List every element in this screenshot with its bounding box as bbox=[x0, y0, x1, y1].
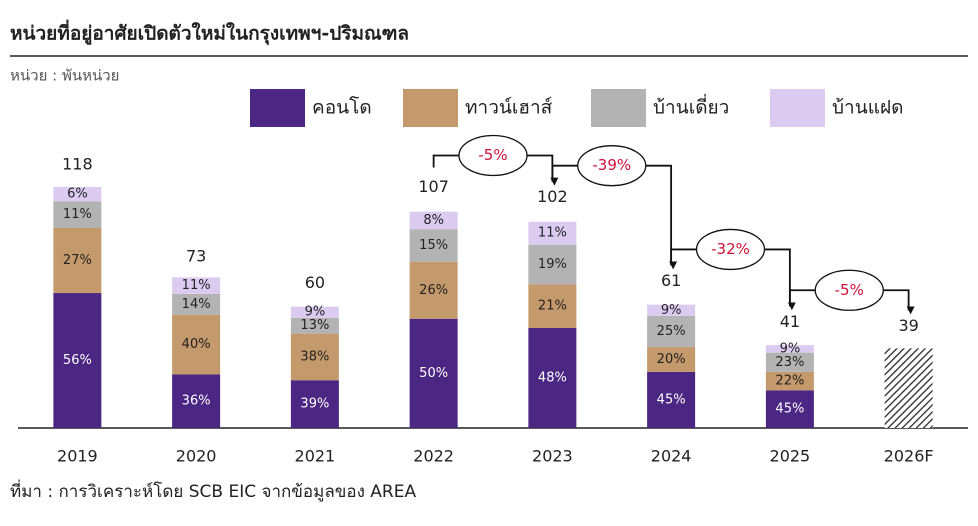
bar-segment bbox=[528, 328, 577, 428]
bar-segment bbox=[290, 333, 339, 381]
segment-label: 9% bbox=[661, 303, 682, 318]
bar-segment bbox=[765, 352, 814, 372]
bar-segment bbox=[765, 390, 814, 428]
segment-label: 25% bbox=[657, 324, 686, 339]
change-label: -32% bbox=[711, 240, 750, 258]
change-label: -5% bbox=[478, 146, 507, 164]
bar-segment bbox=[647, 371, 696, 428]
segment-label: 9% bbox=[780, 341, 801, 356]
legend-swatch bbox=[770, 89, 825, 127]
change-bubble bbox=[577, 145, 647, 187]
segment-label: 11% bbox=[538, 226, 567, 241]
segment-label: 15% bbox=[419, 238, 448, 253]
bar-segment bbox=[765, 371, 814, 391]
x-tick-label: 2026F bbox=[884, 447, 934, 466]
bar-segment bbox=[528, 221, 577, 245]
total-label: 107 bbox=[418, 177, 449, 196]
segment-label: 45% bbox=[775, 402, 804, 417]
segment-label: 9% bbox=[305, 305, 326, 320]
total-label: 118 bbox=[62, 155, 93, 174]
bar-segment bbox=[53, 187, 102, 202]
segment-label: 48% bbox=[538, 371, 567, 386]
x-tick-label: 2022 bbox=[413, 447, 454, 466]
bar-segment bbox=[647, 347, 696, 372]
legend-swatch bbox=[250, 89, 305, 127]
legend-label: ทาวน์เฮาส์ bbox=[465, 97, 553, 119]
bar-segment bbox=[409, 211, 458, 230]
total-label: 61 bbox=[661, 271, 681, 290]
chart-title: หน่วยที่อยู่อาศัยเปิดตัวใหม่ในกรุงเทพฯ-ป… bbox=[10, 20, 409, 46]
bar-segment bbox=[647, 315, 696, 348]
bar-segment bbox=[528, 244, 577, 285]
bar-segment bbox=[53, 293, 102, 428]
x-tick-label: 2021 bbox=[295, 447, 336, 466]
bar-segment bbox=[647, 304, 696, 316]
segment-label: 11% bbox=[182, 278, 211, 293]
legend-swatch bbox=[403, 89, 458, 127]
change-bubble bbox=[458, 134, 528, 177]
segment-label: 8% bbox=[423, 213, 444, 228]
change-label: -39% bbox=[592, 156, 631, 174]
bar-segment bbox=[172, 293, 221, 315]
bar-segment bbox=[172, 277, 221, 294]
x-tick-label: 2023 bbox=[532, 447, 573, 466]
bar-segment bbox=[409, 318, 458, 428]
legend-label: บ้านเดี่ยว bbox=[653, 94, 729, 119]
bar-segment bbox=[172, 374, 221, 428]
segment-label: 11% bbox=[63, 207, 92, 222]
x-tick-label: 2025 bbox=[770, 447, 811, 466]
segment-label: 26% bbox=[419, 283, 448, 298]
total-label: 73 bbox=[186, 246, 206, 265]
segment-label: 50% bbox=[419, 366, 448, 381]
segment-label: 39% bbox=[300, 397, 329, 412]
bar-segment bbox=[409, 261, 458, 319]
segment-label: 27% bbox=[63, 253, 92, 268]
bar-segment bbox=[290, 317, 339, 334]
segment-label: 45% bbox=[657, 392, 686, 407]
x-tick-label: 2020 bbox=[176, 447, 217, 466]
total-label: 39 bbox=[898, 316, 918, 335]
bar-segment bbox=[290, 306, 339, 318]
x-tick-label: 2019 bbox=[57, 447, 98, 466]
segment-label: 22% bbox=[775, 374, 804, 389]
bar-segment bbox=[528, 284, 577, 329]
segment-label: 13% bbox=[300, 318, 329, 333]
legend-swatch bbox=[591, 89, 646, 127]
bar-segment bbox=[53, 227, 102, 294]
change-bubble bbox=[695, 228, 766, 271]
bar-segment bbox=[172, 314, 221, 375]
forecast-bar bbox=[884, 348, 933, 428]
change-bubble bbox=[814, 269, 884, 311]
source: ที่มา : การวิเคราะห์โดย SCB EIC จากข้อมู… bbox=[10, 479, 416, 502]
bar-segment bbox=[409, 229, 458, 262]
total-label: 41 bbox=[780, 312, 800, 331]
unit-label: หน่วย : พันหน่วย bbox=[10, 67, 119, 85]
segment-label: 36% bbox=[182, 394, 211, 409]
x-tick-label: 2024 bbox=[651, 447, 692, 466]
change-label: -5% bbox=[835, 281, 864, 299]
segment-label: 23% bbox=[775, 355, 804, 370]
legend-label: บ้านแฝด bbox=[832, 97, 903, 119]
segment-label: 20% bbox=[657, 352, 686, 367]
bar-segment bbox=[290, 380, 339, 428]
segment-label: 19% bbox=[538, 257, 567, 272]
legend-label: คอนโด bbox=[312, 96, 372, 119]
segment-label: 6% bbox=[67, 187, 88, 202]
segment-label: 14% bbox=[182, 297, 211, 312]
total-label: 60 bbox=[305, 273, 325, 292]
bar-segment bbox=[765, 345, 814, 353]
segment-label: 40% bbox=[182, 337, 211, 352]
segment-label: 21% bbox=[538, 299, 567, 314]
segment-label: 38% bbox=[300, 349, 329, 364]
bar-segment bbox=[53, 201, 102, 228]
total-label: 102 bbox=[537, 187, 568, 206]
segment-label: 56% bbox=[63, 353, 92, 368]
